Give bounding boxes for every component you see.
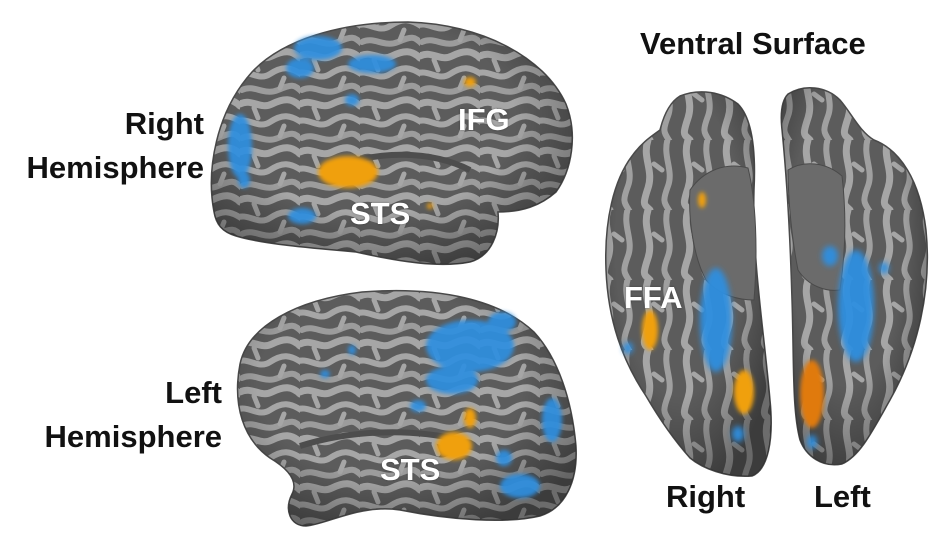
- sts-right-region-label: STS: [350, 196, 411, 231]
- right-hemisphere-brain: [210, 21, 574, 266]
- ffa-region-label: FFA: [624, 280, 683, 315]
- ifg-region-label: IFG: [458, 102, 510, 137]
- ventral-left-brain: [780, 87, 929, 466]
- right-hemisphere-label: Right Hemisphere: [0, 107, 204, 185]
- left-hemisphere-label-line2: Hemisphere: [44, 419, 222, 454]
- right-hemisphere-label-line2: Hemisphere: [26, 150, 204, 185]
- right-hemisphere-label-line1: Right: [124, 106, 204, 141]
- ventral-right-label: Right: [666, 479, 746, 514]
- left-hemisphere-label-line1: Left: [165, 375, 222, 410]
- ventral-surface-title: Ventral Surface: [640, 26, 866, 61]
- left-hemisphere-brain: [236, 289, 577, 527]
- ventral-right-brain: [604, 91, 772, 477]
- ventral-left-label: Left: [814, 479, 871, 514]
- sts-left-region-label: STS: [380, 452, 441, 487]
- left-hemisphere-label: Left Hemisphere: [0, 376, 222, 454]
